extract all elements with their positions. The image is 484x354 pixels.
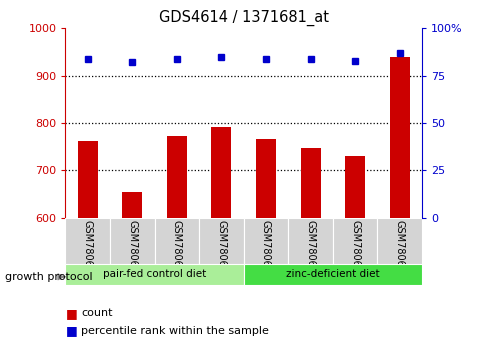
Text: GSM780661: GSM780661 — [305, 220, 315, 279]
Bar — [345, 156, 364, 218]
Text: pair-fed control diet: pair-fed control diet — [103, 269, 206, 279]
Text: zinc-deficient diet: zinc-deficient diet — [286, 269, 379, 279]
Bar — [243, 218, 287, 264]
Bar — [154, 218, 199, 264]
Text: GSM780663: GSM780663 — [394, 220, 404, 279]
Text: GSM780659: GSM780659 — [216, 220, 226, 279]
Text: GSM780658: GSM780658 — [171, 220, 182, 279]
Text: count: count — [81, 308, 112, 318]
Text: GSM780660: GSM780660 — [260, 220, 271, 279]
Bar — [65, 218, 110, 264]
Text: ■: ■ — [65, 307, 77, 320]
Bar — [122, 192, 142, 218]
Bar — [256, 139, 275, 218]
Bar — [243, 264, 421, 285]
Bar — [332, 218, 377, 264]
Text: GSM780656: GSM780656 — [83, 220, 92, 279]
Bar — [166, 136, 186, 218]
Text: ■: ■ — [65, 325, 77, 337]
Text: GSM780657: GSM780657 — [127, 220, 137, 279]
Bar — [389, 57, 409, 218]
Bar — [199, 218, 243, 264]
Title: GDS4614 / 1371681_at: GDS4614 / 1371681_at — [158, 9, 328, 25]
Text: GSM780662: GSM780662 — [349, 220, 359, 279]
Text: growth protocol: growth protocol — [5, 272, 92, 282]
Bar — [300, 148, 320, 218]
Bar — [65, 264, 243, 285]
Bar — [287, 218, 332, 264]
Text: percentile rank within the sample: percentile rank within the sample — [81, 326, 268, 336]
Bar — [77, 141, 98, 218]
Bar — [377, 218, 421, 264]
Bar — [110, 218, 154, 264]
Bar — [211, 127, 231, 218]
